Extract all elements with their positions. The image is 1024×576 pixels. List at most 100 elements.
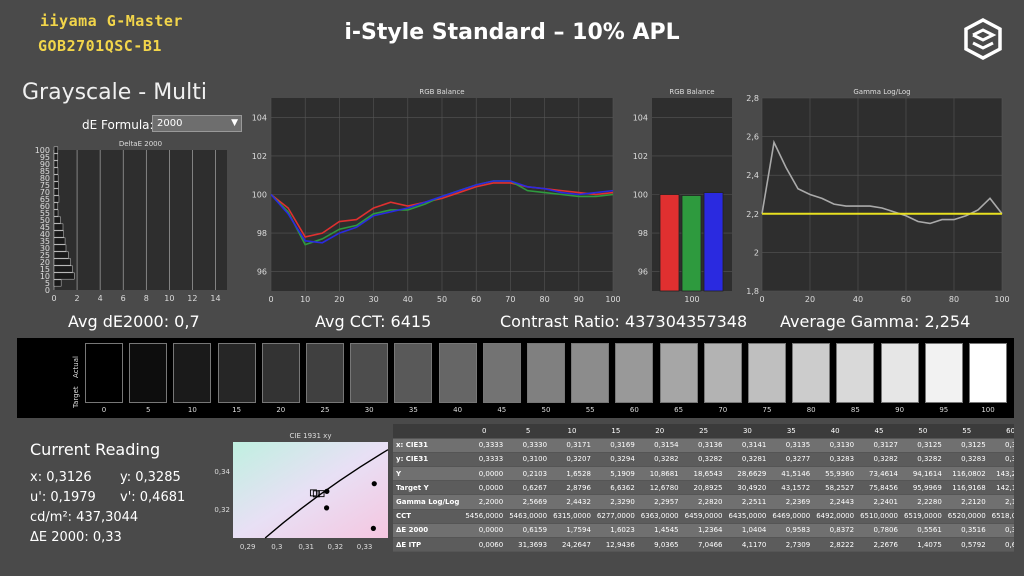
table-cell: 0,3127 (857, 438, 901, 453)
x-tick-label: 20 (805, 295, 815, 304)
deltae-bar (53, 188, 59, 196)
x-tick-label: 80 (540, 295, 550, 304)
table-row-header: x: CIE31 (393, 438, 463, 453)
table-row: Target Y 0,0000 0,6267 2,8796 6,6362 12,6780 2… (393, 480, 1014, 496)
x-tick-label: 0,3 (271, 543, 282, 551)
y-tick-label: 100 (252, 191, 267, 200)
table-row: ΔE ITP 0,0060 31,3693 24,2647 12,9436 9,0365 7… (393, 537, 1014, 552)
gray-swatch (792, 343, 831, 403)
page-title: i-Style Standard – 10% APL (344, 20, 680, 45)
deltae-bar (53, 153, 59, 161)
table-row-header: Y (393, 466, 463, 482)
table-cell: 95,9969 (900, 480, 945, 496)
y-tick-label: 100 (633, 191, 648, 200)
target-point (323, 505, 330, 511)
gray-swatch-label: 70 (718, 406, 728, 414)
table-cell: 0,3125 (944, 438, 989, 453)
y-tick-label: 104 (252, 113, 267, 122)
y-tick-label: 25 (40, 251, 50, 260)
table-cell: 142,1401 (988, 480, 1014, 496)
table-cell: 1,0404 (725, 523, 770, 539)
table-cell: 6510,0000 (857, 509, 901, 524)
gray-swatch-label: 40 (453, 406, 463, 414)
y-tick-label: 0,34 (214, 468, 230, 476)
table-cell: 2,2957 (637, 494, 682, 510)
de-formula-label: dE Formula: (82, 118, 154, 132)
y-tick-label: 10 (40, 272, 50, 281)
x-tick-label: 100 (605, 295, 620, 304)
deltae-bar (53, 251, 69, 259)
table-column-header: 30 (725, 424, 770, 439)
table-cell: 0,3171 (550, 438, 594, 453)
section-title: Grayscale - Multi (22, 80, 207, 105)
deltae-bar (53, 167, 59, 175)
contrast-stat: Contrast Ratio: 437304357348 (500, 312, 746, 331)
gray-swatch-label: 80 (806, 406, 816, 414)
table-cell: 2,2000 (462, 494, 507, 510)
table-column-header: 0 (462, 424, 507, 439)
table-cell: 6459,0000 (681, 509, 726, 524)
gray-swatch (836, 343, 875, 403)
reading-luminance: cd/m²: 437,3044 (30, 510, 139, 525)
table-cell: 6492,0000 (813, 509, 858, 524)
table-column-header: 20 (637, 424, 682, 439)
x-tick-label: 40 (403, 295, 413, 304)
table-cell: 0,3282 (857, 452, 901, 468)
table-cell: 2,8222 (813, 537, 858, 552)
chevron-down-icon: ▼ (231, 118, 238, 128)
table-cell: 0,8372 (813, 523, 858, 539)
table-row-header: ΔE ITP (393, 537, 463, 552)
deltae-bar (53, 223, 64, 231)
table-cell: 58,2527 (813, 480, 858, 496)
x-tick-label: 90 (574, 295, 584, 304)
y-tick-label: 5 (45, 279, 50, 288)
table-cell: 75,8456 (857, 480, 901, 496)
x-tick-label: 8 (144, 294, 149, 303)
x-tick-label: 0,31 (298, 543, 314, 551)
y-tick-label: 96 (638, 268, 648, 277)
table-column-header: 40 (813, 424, 858, 439)
table-cell: 0,6159 (506, 523, 551, 539)
table-cell: 2,2369 (769, 494, 814, 510)
y-tick-label: 65 (40, 195, 50, 204)
avg-gamma-stat: Average Gamma: 2,254 (780, 312, 971, 331)
x-tick-label: 10 (164, 294, 174, 303)
gray-swatch-label: 15 (232, 406, 242, 414)
y-tick-label: 96 (257, 268, 267, 277)
gray-swatch (438, 343, 477, 403)
plot-area (54, 150, 227, 290)
table-cell: 31,3693 (506, 537, 551, 552)
de-formula-select[interactable]: 2000 ▼ (152, 115, 242, 132)
table-column-header: 50 (900, 424, 945, 439)
deltae-bar (53, 146, 59, 154)
table-cell: 55,9360 (813, 466, 858, 482)
table-row: Gamma Log/Log 2,2000 2,5669 2,4432 2,3290 2,2… (393, 494, 1014, 510)
reading-y: y: 0,3285 (120, 470, 181, 485)
table-cell: 6363,0000 (637, 509, 682, 524)
strip-actual-label: Actual (72, 356, 80, 378)
table-cell: 2,2820 (681, 494, 726, 510)
plot-area (762, 98, 1002, 291)
data-table: 05101520253035404550556065x: CIE310,3333… (393, 424, 1014, 552)
avg-cct-stat: Avg CCT: 6415 (315, 312, 432, 331)
table-row: Y 0,0000 0,2103 1,6528 5,1909 10,8681 18,6543 2… (393, 466, 1014, 482)
table-cell: 2,2401 (857, 494, 901, 510)
x-tick-label: 0,32 (328, 543, 344, 551)
table-cell: 6435,0000 (725, 509, 770, 524)
table-row: y: CIE31 0,3333 0,3100 0,3207 0,3294 0,3282 0,… (393, 452, 1014, 468)
table-cell: 2,7309 (769, 537, 814, 552)
x-tick-label: 100 (684, 295, 699, 304)
table-cell: 0,3100 (506, 452, 551, 468)
table-cell: 2,2280 (900, 494, 945, 510)
x-tick-label: 40 (853, 295, 863, 304)
target-point (371, 481, 377, 487)
table-row: ΔE 2000 0,0000 0,6159 1,7594 1,6023 1,4545 1,2… (393, 523, 1014, 539)
table-cell: 2,5669 (506, 494, 551, 510)
table-row: CCT 5456,0000 5463,0000 6315,0000 6277,0000 6… (393, 509, 1014, 524)
reading-de: ΔE 2000: 0,33 (30, 530, 122, 545)
gray-swatch (129, 343, 168, 403)
x-tick-label: 4 (98, 294, 103, 303)
gray-swatch-label: 50 (541, 406, 551, 414)
gray-swatch-label: 25 (320, 406, 330, 414)
